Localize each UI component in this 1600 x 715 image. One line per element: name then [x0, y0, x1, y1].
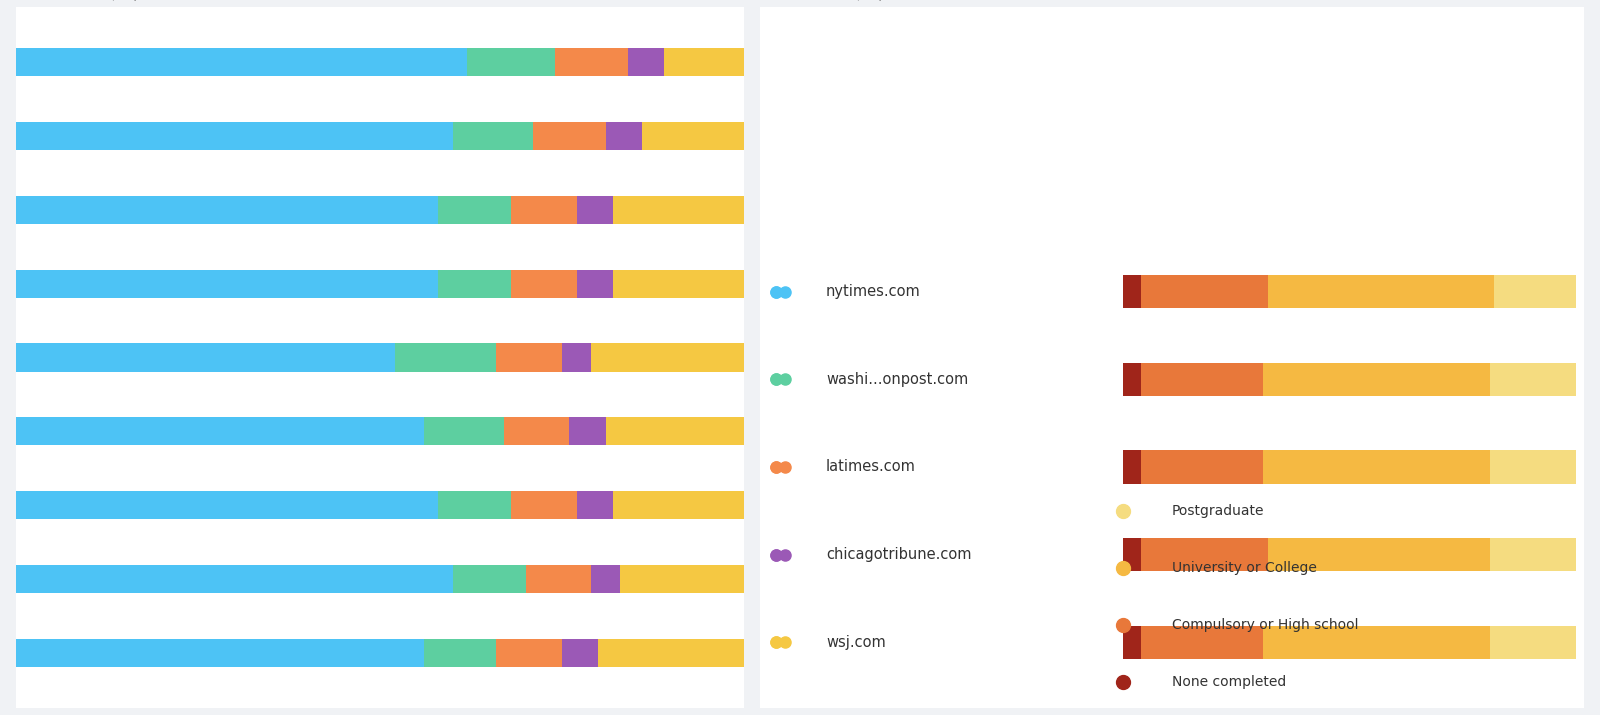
Bar: [576, 196, 613, 224]
Bar: [496, 638, 562, 666]
Bar: [613, 270, 744, 297]
Bar: [590, 343, 744, 372]
Bar: [438, 491, 510, 519]
Bar: [16, 49, 467, 77]
Bar: [1267, 538, 1490, 571]
Bar: [533, 122, 606, 150]
Bar: [1123, 626, 1141, 659]
Bar: [562, 638, 598, 666]
Bar: [613, 491, 744, 519]
Bar: [16, 343, 395, 372]
Text: University or College: University or College: [1171, 561, 1317, 575]
Bar: [16, 196, 438, 224]
Bar: [1141, 275, 1267, 308]
Bar: [504, 418, 570, 445]
Bar: [1141, 538, 1267, 571]
Bar: [576, 270, 613, 297]
Bar: [16, 122, 453, 150]
Text: None completed: None completed: [1171, 674, 1286, 689]
Text: latimes.com: latimes.com: [826, 460, 915, 475]
Bar: [613, 196, 744, 224]
Text: wsj.com: wsj.com: [826, 635, 886, 650]
Bar: [1490, 626, 1576, 659]
Bar: [1141, 363, 1262, 396]
Bar: [438, 270, 510, 297]
Bar: [627, 49, 664, 77]
Bar: [16, 418, 424, 445]
Bar: [606, 122, 642, 150]
Bar: [16, 565, 453, 593]
Bar: [16, 638, 424, 666]
Bar: [664, 49, 744, 77]
Bar: [642, 122, 744, 150]
Bar: [1267, 275, 1494, 308]
Bar: [1490, 450, 1576, 483]
Bar: [1123, 275, 1141, 308]
Bar: [16, 270, 438, 297]
Bar: [1123, 538, 1141, 571]
Bar: [395, 343, 496, 372]
Bar: [453, 565, 525, 593]
Bar: [1262, 450, 1490, 483]
Bar: [1141, 450, 1262, 483]
Bar: [510, 491, 576, 519]
Bar: [1490, 538, 1576, 571]
Bar: [606, 418, 744, 445]
Bar: [510, 270, 576, 297]
Bar: [424, 418, 504, 445]
Text: washi...onpost.com: washi...onpost.com: [826, 372, 968, 387]
Bar: [598, 638, 744, 666]
Text: chicagotribune.com: chicagotribune.com: [826, 547, 971, 562]
Bar: [555, 49, 627, 77]
Bar: [1123, 363, 1141, 396]
Bar: [562, 343, 590, 372]
Text: Compulsory or High school: Compulsory or High school: [1171, 618, 1358, 631]
Bar: [453, 122, 533, 150]
Bar: [1141, 626, 1262, 659]
Bar: [1262, 626, 1490, 659]
Text: nytimes.com: nytimes.com: [826, 285, 920, 300]
Bar: [1123, 450, 1141, 483]
Bar: [570, 418, 606, 445]
Bar: [467, 49, 555, 77]
Bar: [621, 565, 744, 593]
Bar: [496, 343, 562, 372]
Bar: [1490, 363, 1576, 396]
Bar: [16, 491, 438, 519]
Bar: [510, 196, 576, 224]
Bar: [1494, 275, 1576, 308]
Bar: [424, 638, 496, 666]
Bar: [438, 196, 510, 224]
Text: Postgraduate: Postgraduate: [1171, 504, 1264, 518]
Bar: [590, 565, 621, 593]
Bar: [525, 565, 590, 593]
Bar: [576, 491, 613, 519]
Bar: [1262, 363, 1490, 396]
